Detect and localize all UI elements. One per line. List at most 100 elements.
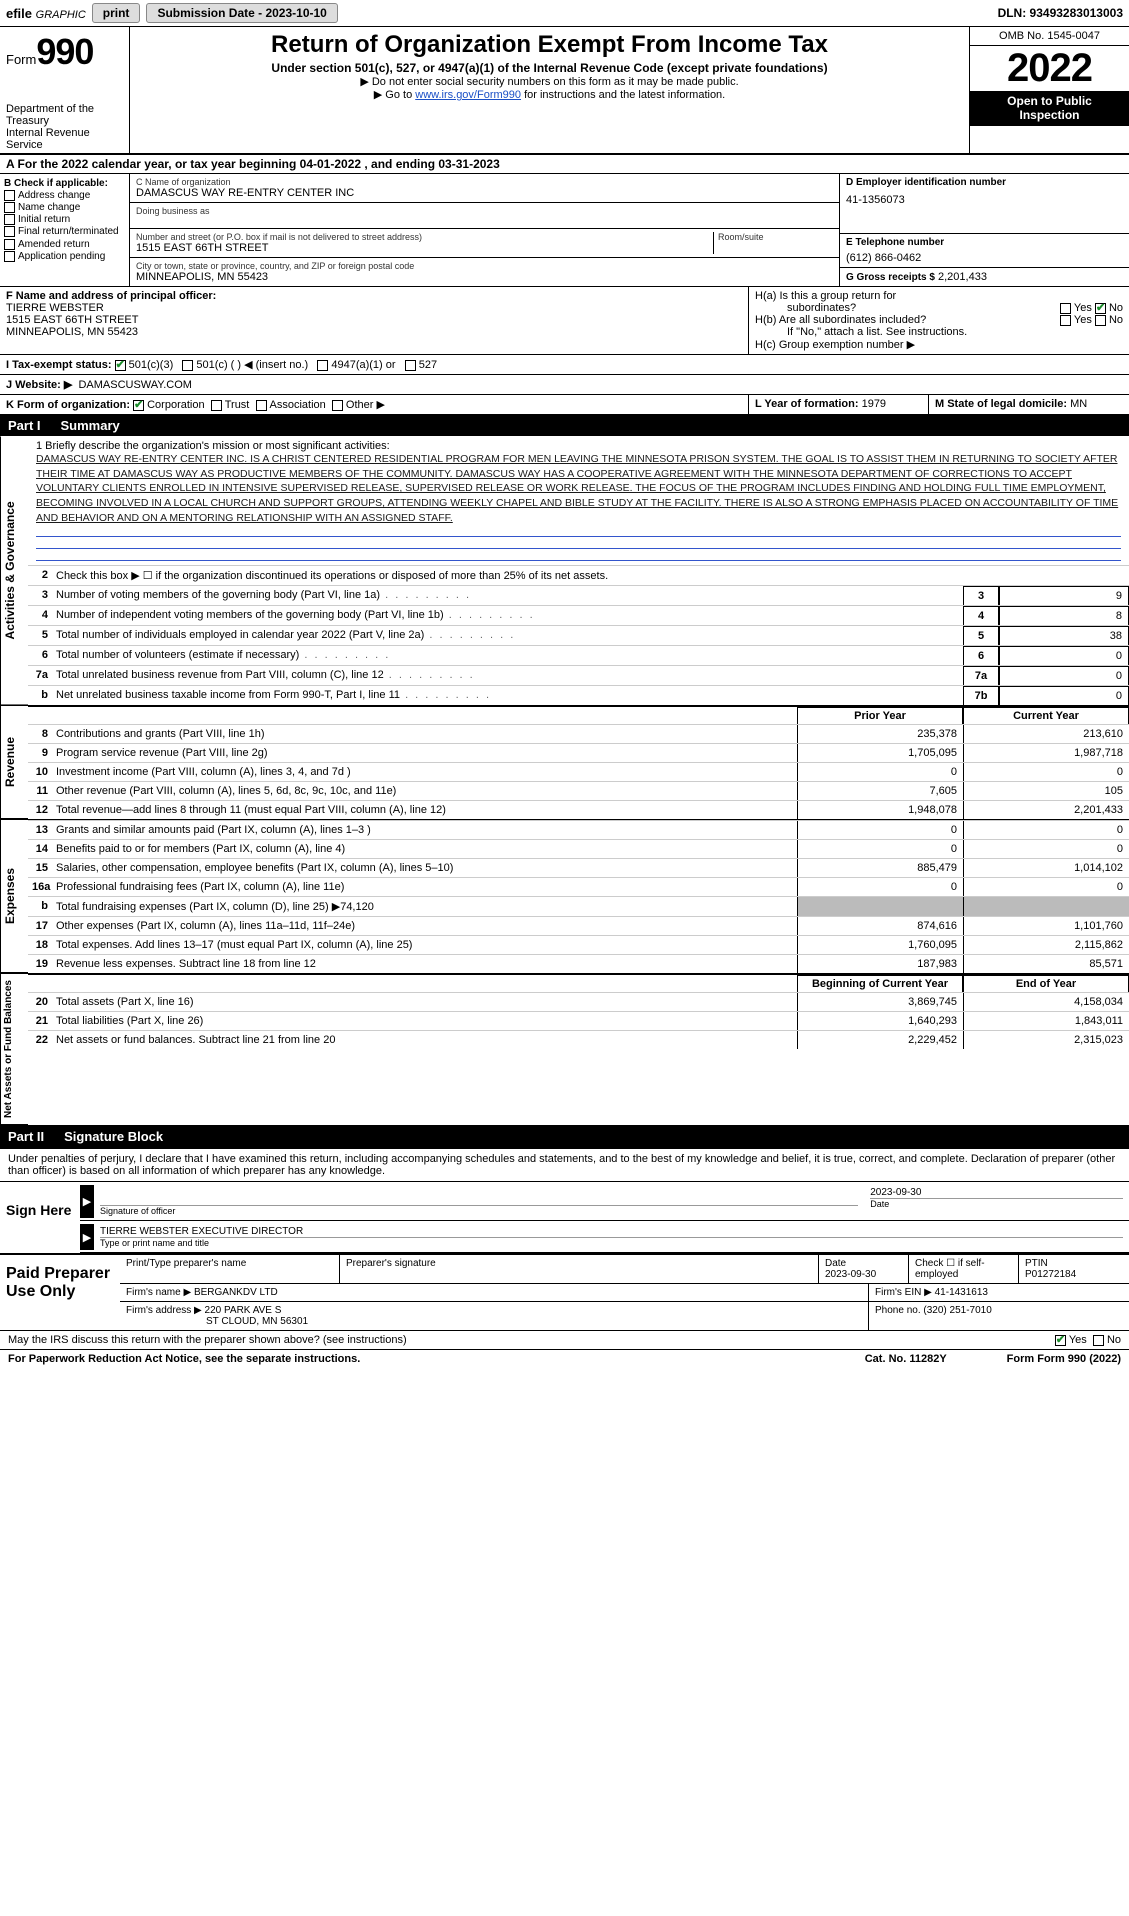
hdr-eoy: End of Year	[963, 975, 1129, 992]
officer-addr2: MINNEAPOLIS, MN 55423	[6, 326, 742, 338]
omb-number: OMB No. 1545-0047	[970, 27, 1129, 46]
public-inspection: Open to Public Inspection	[970, 91, 1129, 126]
sig-arrow-icon-2: ▶	[80, 1224, 94, 1250]
ha-lab2: subordinates?	[755, 302, 856, 314]
street-lab: Number and street (or P.O. box if mail i…	[136, 232, 713, 242]
hb-lab: H(b) Are all subordinates included?	[755, 314, 926, 326]
hdr-prior: Prior Year	[797, 707, 963, 724]
line-20: 20Total assets (Part X, line 16)3,869,74…	[28, 992, 1129, 1011]
rev-section: Revenue Prior Year Current Year 8Contrib…	[0, 705, 1129, 819]
irs-label: Internal Revenue Service	[6, 127, 123, 151]
tax-exempt-lab: I Tax-exempt status:	[6, 359, 112, 371]
part-ii-label: Part II	[8, 1129, 44, 1144]
website-lab: J Website: ▶	[6, 379, 72, 391]
hc-lab: H(c) Group exemption number ▶	[755, 338, 1123, 351]
l6-val: 0	[999, 646, 1129, 665]
chk-final-return[interactable]: Final return/terminated	[4, 226, 125, 237]
exp-section: Expenses 13Grants and similar amounts pa…	[0, 819, 1129, 973]
net-section: Net Assets or Fund Balances Beginning of…	[0, 973, 1129, 1126]
irs-link[interactable]: www.irs.gov/Form990	[415, 89, 521, 101]
graphic-text: GRAPHIC	[36, 9, 86, 21]
submission-date-button[interactable]: Submission Date - 2023-10-10	[146, 3, 337, 23]
chk-address-change[interactable]: Address change	[4, 190, 125, 201]
city-lab: City or town, state or province, country…	[136, 261, 833, 271]
chk-application-pending[interactable]: Application pending	[4, 251, 125, 262]
form-subtitle: Under section 501(c), 527, or 4947(a)(1)…	[138, 61, 961, 75]
chk-527[interactable]	[405, 360, 416, 371]
part-i-title: Summary	[61, 418, 120, 433]
l7b-val: 0	[999, 686, 1129, 705]
discuss-no[interactable]	[1093, 1335, 1104, 1346]
city-val: MINNEAPOLIS, MN 55423	[136, 271, 833, 283]
dln-label: DLN: 93493283013003	[998, 6, 1123, 20]
note2-post: for instructions and the latest informat…	[521, 89, 725, 101]
paid-preparer-block: Paid Preparer Use Only Print/Type prepar…	[0, 1253, 1129, 1331]
form-org-lab: K Form of organization:	[6, 399, 130, 411]
l7a-val: 0	[999, 666, 1129, 685]
chk-other[interactable]	[332, 400, 343, 411]
inspect-l2: Inspection	[972, 108, 1127, 122]
chk-trust[interactable]	[211, 400, 222, 411]
line-14: 14Benefits paid to or for members (Part …	[28, 839, 1129, 858]
discuss-text: May the IRS discuss this return with the…	[8, 1334, 1055, 1346]
hdr-current: Current Year	[963, 707, 1129, 724]
entity-block: B Check if applicable: Address change Na…	[0, 174, 1129, 287]
line-16b: bTotal fundraising expenses (Part IX, co…	[28, 896, 1129, 916]
chk-amended-return[interactable]: Amended return	[4, 239, 125, 250]
top-bar: efile GRAPHIC print Submission Date - 20…	[0, 0, 1129, 27]
paid-preparer-title: Paid Preparer Use Only	[0, 1255, 120, 1330]
chk-501c[interactable]	[182, 360, 193, 371]
side-rev: Revenue	[0, 706, 28, 819]
header-right: OMB No. 1545-0047 2022 Open to Public In…	[969, 27, 1129, 153]
line-8: 8Contributions and grants (Part VIII, li…	[28, 724, 1129, 743]
firm-addr1: 220 PARK AVE S	[205, 1305, 282, 1316]
tax-year: 2022	[970, 46, 1129, 91]
box-b: B Check if applicable: Address change Na…	[0, 174, 130, 286]
sign-here-label: Sign Here	[0, 1182, 80, 1253]
line-18: 18Total expenses. Add lines 13–17 (must …	[28, 935, 1129, 954]
line-3: 3 Number of voting members of the govern…	[28, 585, 1129, 605]
chk-initial-return[interactable]: Initial return	[4, 214, 125, 225]
form-footer: Form 990 (2022)	[1037, 1353, 1121, 1365]
chk-501c3[interactable]	[115, 360, 126, 371]
part-ii-header: Part II Signature Block	[0, 1126, 1129, 1147]
ptin-val: P01272184	[1025, 1269, 1123, 1280]
side-ag: Activities & Governance	[0, 436, 28, 705]
street-val: 1515 EAST 66TH STREET	[136, 242, 713, 254]
ag-section: Activities & Governance 1 Briefly descri…	[0, 436, 1129, 705]
line-11: 11Other revenue (Part VIII, column (A), …	[28, 781, 1129, 800]
chk-name-change[interactable]: Name change	[4, 202, 125, 213]
ha-yes[interactable]	[1060, 303, 1071, 314]
line-7a: 7a Total unrelated business revenue from…	[28, 665, 1129, 685]
line-15: 15Salaries, other compensation, employee…	[28, 858, 1129, 877]
prep-sig-lab: Preparer's signature	[340, 1255, 819, 1283]
l3-val: 9	[999, 586, 1129, 605]
discuss-row: May the IRS discuss this return with the…	[0, 1331, 1129, 1349]
room-lab: Room/suite	[718, 232, 764, 242]
print-button[interactable]: print	[92, 3, 141, 23]
org-name: DAMASCUS WAY RE-ENTRY CENTER INC	[136, 187, 833, 199]
discuss-yes[interactable]	[1055, 1335, 1066, 1346]
prep-date-val: 2023-09-30	[825, 1269, 902, 1280]
firm-phone-lab: Phone no.	[875, 1305, 921, 1316]
hb-yes[interactable]	[1060, 315, 1071, 326]
side-net: Net Assets or Fund Balances	[0, 974, 28, 1125]
phone-lab: E Telephone number	[846, 237, 1123, 248]
sig-date-val: 2023-09-30	[870, 1187, 1123, 1198]
hb-note: If "No," attach a list. See instructions…	[755, 326, 1123, 338]
gross-val: 2,201,433	[938, 271, 987, 283]
firm-val: BERGANKDV LTD	[194, 1287, 278, 1298]
firm-addr-lab: Firm's address ▶	[126, 1305, 202, 1316]
ha-row: H(a) Is this a group return for	[755, 290, 1123, 302]
chk-corp[interactable]	[133, 400, 144, 411]
efile-label: efile GRAPHIC	[6, 6, 86, 21]
dept-treasury: Department of the Treasury	[6, 103, 123, 127]
chk-assoc[interactable]	[256, 400, 267, 411]
header-mid: Return of Organization Exempt From Incom…	[130, 27, 969, 153]
line-5: 5 Total number of individuals employed i…	[28, 625, 1129, 645]
hb-no[interactable]	[1095, 315, 1106, 326]
ha-no[interactable]	[1095, 303, 1106, 314]
sign-here-block: Sign Here ▶ Signature of officer 2023-09…	[0, 1181, 1129, 1253]
sig-date-lab: Date	[870, 1198, 1123, 1209]
chk-4947[interactable]	[317, 360, 328, 371]
